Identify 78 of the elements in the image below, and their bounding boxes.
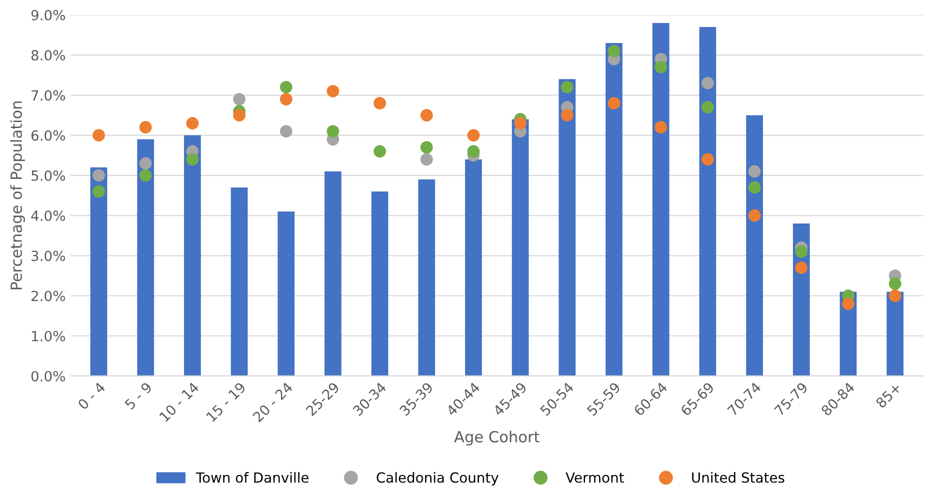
point xyxy=(92,129,105,142)
y-tick-label: 5.0% xyxy=(32,170,66,181)
point xyxy=(514,117,527,130)
point xyxy=(374,96,386,110)
y-tick-label: 6.0% xyxy=(31,130,66,141)
y-tick-label: 2.0% xyxy=(32,290,66,302)
point xyxy=(795,245,808,258)
y-tick-label: 7.0% xyxy=(32,90,66,101)
x-tick-label: 15 - 19 xyxy=(206,382,246,422)
y-tick-label: 4.0% xyxy=(31,210,66,221)
y-axis-title: Percetnage of Population xyxy=(10,101,25,290)
bar xyxy=(137,139,154,376)
bar xyxy=(278,212,295,376)
point xyxy=(186,153,199,166)
x-tick-label: 5 - 9 xyxy=(124,382,153,410)
point xyxy=(701,100,714,114)
point xyxy=(701,153,714,166)
point xyxy=(280,80,292,94)
bar xyxy=(324,171,342,376)
point xyxy=(280,125,292,138)
point xyxy=(92,169,105,182)
point xyxy=(842,298,854,310)
point xyxy=(233,92,246,106)
bar xyxy=(652,22,670,376)
point xyxy=(795,261,808,274)
bar xyxy=(184,135,201,376)
bar xyxy=(418,179,436,376)
point xyxy=(420,141,433,154)
point xyxy=(467,145,480,158)
x-tick-label: 10 - 14 xyxy=(158,382,200,422)
point xyxy=(608,44,620,58)
bar xyxy=(90,167,108,376)
legend-label: Caledonia County xyxy=(376,472,498,486)
point xyxy=(888,278,902,290)
point xyxy=(326,84,340,98)
point xyxy=(326,125,340,138)
point xyxy=(374,145,386,158)
point xyxy=(654,121,668,134)
point xyxy=(748,209,761,222)
point xyxy=(560,109,574,122)
point xyxy=(701,76,714,90)
bar xyxy=(558,79,576,376)
legend-label: United States xyxy=(692,472,784,483)
y-tick-label: 9.0% xyxy=(31,10,66,20)
point xyxy=(420,153,433,166)
x-axis-title: Age Cohort xyxy=(454,430,540,446)
point xyxy=(233,109,246,122)
bar xyxy=(512,119,529,376)
x-tick-label: 0 - 4 xyxy=(77,382,106,410)
point xyxy=(139,157,152,170)
y-tick-label: 8.0% xyxy=(31,50,66,61)
point xyxy=(560,80,574,94)
y-tick-label: 3.0% xyxy=(32,250,66,262)
point xyxy=(280,92,292,106)
bar xyxy=(746,115,763,376)
point xyxy=(748,181,761,194)
point xyxy=(748,165,761,178)
x-tick-label: 85+ xyxy=(875,382,902,409)
bar xyxy=(230,187,248,376)
point xyxy=(139,121,152,134)
legend-label: Town of Danville xyxy=(196,472,309,483)
point xyxy=(467,129,480,142)
bar xyxy=(371,191,388,376)
point xyxy=(654,60,668,74)
point xyxy=(139,169,152,182)
bar xyxy=(699,26,716,376)
legend-label: Vermont xyxy=(566,472,624,483)
point xyxy=(608,96,620,110)
point xyxy=(92,185,105,198)
bar xyxy=(465,159,482,376)
y-tick-label: 0.0% xyxy=(31,370,66,382)
bar xyxy=(606,43,622,376)
point xyxy=(888,290,902,302)
point xyxy=(420,109,433,122)
point xyxy=(186,117,199,130)
x-tick-label: 20 - 24 xyxy=(252,382,294,423)
y-tick-label: 1.0% xyxy=(32,330,66,342)
bar xyxy=(886,292,904,376)
